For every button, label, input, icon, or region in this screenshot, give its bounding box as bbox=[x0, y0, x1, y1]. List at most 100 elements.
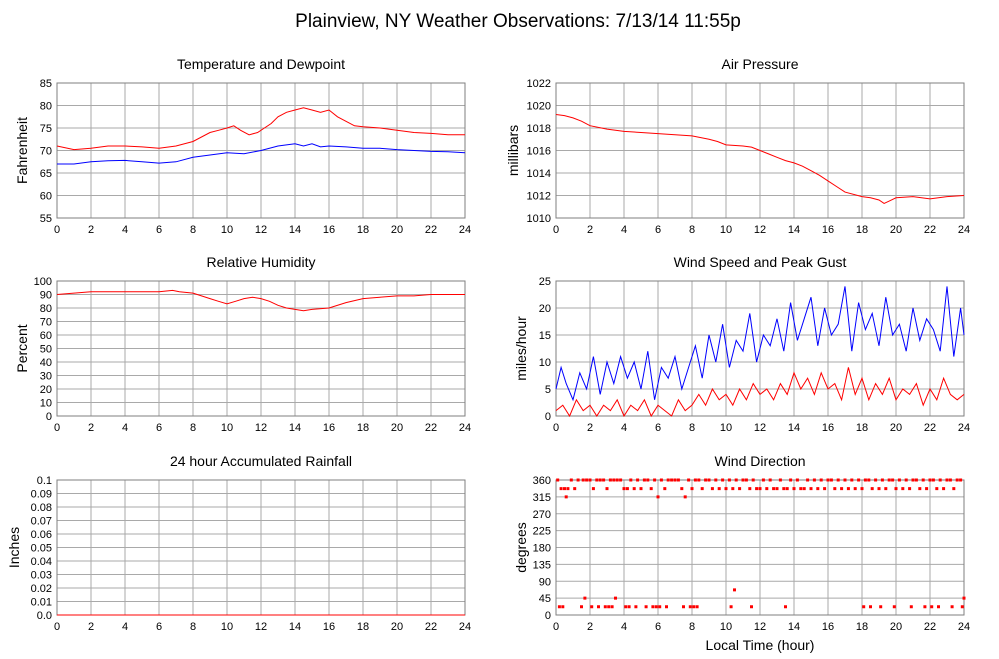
humidity-y-axis-label: Percent bbox=[14, 324, 30, 372]
direction-data-point bbox=[583, 596, 587, 600]
humidity-y-tick-label: 80 bbox=[40, 303, 52, 315]
direction-data-point bbox=[758, 487, 762, 491]
direction-chart-title: Wind Direction bbox=[714, 453, 805, 469]
direction-data-point bbox=[829, 478, 833, 482]
direction-data-point bbox=[911, 478, 915, 482]
humidity-y-tick-label: 50 bbox=[40, 344, 52, 356]
direction-data-point bbox=[761, 478, 765, 482]
direction-data-point bbox=[714, 478, 718, 482]
direction-data-point bbox=[840, 487, 844, 491]
direction-data-point bbox=[870, 487, 874, 491]
direction-data-point bbox=[625, 487, 629, 491]
wind-x-tick-label: 0 bbox=[553, 422, 559, 434]
rain-y-tick-label: 0.09 bbox=[31, 489, 52, 501]
direction-data-point bbox=[585, 478, 589, 482]
humidity-series-line-0 bbox=[56, 289, 465, 312]
direction-data-point bbox=[634, 605, 638, 609]
direction-data-point bbox=[901, 487, 905, 491]
direction-data-point bbox=[649, 487, 653, 491]
wind-y-axis-label: miles/hour bbox=[513, 316, 529, 381]
direction-data-point bbox=[802, 487, 806, 491]
direction-data-point bbox=[921, 478, 925, 482]
temp-y-tick-label: 65 bbox=[40, 168, 52, 180]
temp-x-tick-label: 10 bbox=[221, 224, 233, 236]
direction-x-tick-label: 0 bbox=[553, 621, 559, 633]
direction-data-point bbox=[823, 487, 827, 491]
pressure-x-tick-label: 16 bbox=[822, 224, 834, 236]
direction-data-point bbox=[778, 478, 782, 482]
pressure-y-tick-label: 1012 bbox=[527, 191, 551, 203]
direction-data-point bbox=[744, 478, 748, 482]
direction-data-point bbox=[799, 487, 803, 491]
direction-data-point bbox=[663, 487, 667, 491]
wind-y-tick-label: 10 bbox=[539, 357, 551, 369]
temp-x-tick-label: 12 bbox=[255, 224, 267, 236]
pressure-y-tick-label: 1010 bbox=[527, 213, 551, 225]
pressure-x-tick-label: 0 bbox=[553, 224, 559, 236]
pressure-x-tick-label: 12 bbox=[754, 224, 766, 236]
direction-y-tick-label: 90 bbox=[539, 576, 551, 588]
rain-y-tick-label: 0.07 bbox=[31, 516, 52, 528]
direction-x-tick-label: 8 bbox=[689, 621, 695, 633]
direction-data-point bbox=[931, 478, 935, 482]
temp-x-tick-label: 16 bbox=[323, 224, 335, 236]
humidity-x-tick-label: 14 bbox=[289, 422, 301, 434]
direction-data-point bbox=[962, 596, 966, 600]
direction-y-tick-label: 360 bbox=[533, 475, 551, 487]
direction-x-tick-label: 22 bbox=[924, 621, 936, 633]
direction-data-point bbox=[731, 487, 735, 491]
direction-data-point bbox=[959, 478, 963, 482]
direction-data-point bbox=[605, 487, 609, 491]
temp-x-tick-label: 0 bbox=[54, 224, 60, 236]
temp-y-tick-label: 55 bbox=[40, 213, 52, 225]
temp-x-tick-label: 4 bbox=[122, 224, 128, 236]
direction-data-point bbox=[892, 605, 896, 609]
direction-data-point bbox=[670, 478, 674, 482]
direction-x-tick-label: 12 bbox=[754, 621, 766, 633]
wind-x-tick-label: 8 bbox=[689, 422, 695, 434]
rain-y-tick-label: 0.1 bbox=[37, 475, 52, 487]
pressure-x-tick-label: 8 bbox=[689, 224, 695, 236]
direction-y-tick-label: 135 bbox=[533, 559, 551, 571]
direction-data-point bbox=[704, 478, 708, 482]
direction-data-point bbox=[676, 478, 680, 482]
direction-data-point bbox=[880, 478, 884, 482]
direction-data-point bbox=[693, 478, 697, 482]
humidity-x-tick-label: 2 bbox=[88, 422, 94, 434]
pressure-y-tick-label: 1016 bbox=[527, 146, 551, 158]
direction-data-point bbox=[733, 588, 736, 592]
direction-data-point bbox=[891, 478, 895, 482]
direction-data-point bbox=[659, 478, 663, 482]
rain-y-tick-label: 0.04 bbox=[31, 556, 52, 568]
wind-x-tick-label: 24 bbox=[958, 422, 970, 434]
direction-data-point bbox=[561, 605, 565, 609]
direction-x-tick-label: 16 bbox=[822, 621, 834, 633]
direction-data-point bbox=[595, 478, 599, 482]
direction-x-tick-label: 2 bbox=[587, 621, 593, 633]
wind-x-tick-label: 18 bbox=[856, 422, 868, 434]
pressure-x-tick-label: 4 bbox=[621, 224, 627, 236]
direction-data-point bbox=[673, 478, 677, 482]
humidity-y-tick-label: 70 bbox=[40, 317, 52, 329]
direction-data-point bbox=[569, 478, 573, 482]
wind-x-tick-label: 10 bbox=[720, 422, 732, 434]
direction-data-point bbox=[908, 487, 912, 491]
direction-data-point bbox=[850, 478, 854, 482]
direction-x-tick-label: 4 bbox=[621, 621, 627, 633]
direction-data-point bbox=[784, 605, 787, 609]
direction-data-point bbox=[862, 605, 866, 609]
pressure-x-tick-label: 14 bbox=[788, 224, 800, 236]
pressure-x-tick-label: 24 bbox=[958, 224, 970, 236]
rain-x-tick-label: 6 bbox=[156, 621, 162, 633]
humidity-x-tick-label: 8 bbox=[190, 422, 196, 434]
pressure-x-tick-label: 6 bbox=[655, 224, 661, 236]
direction-data-point bbox=[874, 478, 878, 482]
direction-data-point bbox=[887, 478, 891, 482]
humidity-y-tick-label: 40 bbox=[40, 357, 52, 369]
rain-y-tick-label: 0.01 bbox=[31, 597, 52, 609]
temp-y-tick-label: 85 bbox=[40, 78, 52, 90]
direction-data-point bbox=[612, 478, 616, 482]
